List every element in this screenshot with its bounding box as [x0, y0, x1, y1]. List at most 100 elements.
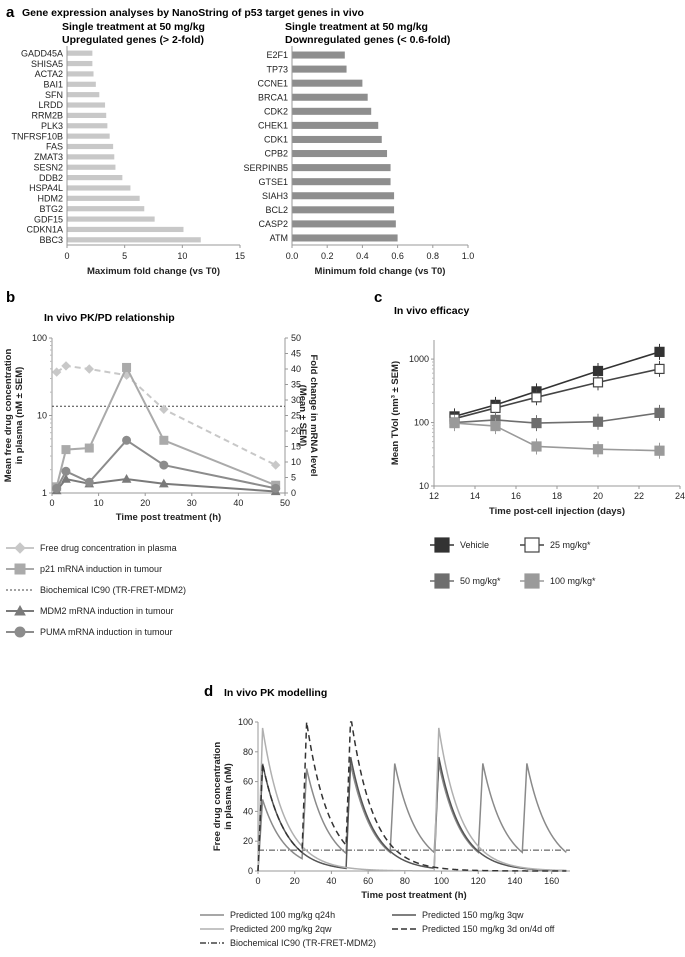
d-legend-label: Biochemical IC90 (TR-FRET-MDM2)	[230, 938, 376, 948]
b-series-2-point	[158, 478, 169, 488]
b-x-tick-label: 40	[233, 498, 243, 508]
b-x-tick-label: 20	[140, 498, 150, 508]
d-x-tick-label: 20	[290, 876, 300, 886]
d-y-tick-label: 20	[243, 836, 253, 846]
a-up-x-tick-label: 10	[177, 251, 187, 261]
b-y-tick-label: 1	[42, 488, 47, 498]
c-y-tick-label: 1000	[409, 354, 429, 364]
d-x-tick-label: 60	[363, 876, 373, 886]
chart-c: 12 14 16 18 20 22 24 10 100 1000 Time post-cell in…	[390, 340, 685, 589]
d-y-tick-label: 60	[243, 777, 253, 787]
a-up-bar-plk3	[67, 123, 108, 129]
c-legend-swatch	[524, 573, 540, 589]
a-down-category-label: CHEK1	[258, 121, 288, 131]
chart-b: 0 10 20 30 40 50 1 10 100 0 5 10 15 20 25 30 35 40 45 50 Tim…	[3, 333, 319, 638]
b-series-0-point	[61, 361, 71, 371]
a-down-bar-atm	[292, 234, 398, 242]
b-series-0-point	[270, 460, 281, 470]
b-legend-label: MDM2 mRNA induction in tumour	[40, 606, 174, 616]
c-y-axis-title: Mean TVol (nm³ ± SEM)	[390, 361, 401, 465]
b-series-0-point	[51, 367, 62, 377]
a-up-bar-shisa5	[67, 60, 93, 67]
b-y2-axis-title-line: Fold change in mRNA level	[308, 354, 319, 476]
c-series-3-point	[449, 418, 460, 429]
b-legend-label: p21 mRNA induction in tumour	[40, 564, 162, 574]
c-legend-swatch	[524, 537, 540, 553]
b-series-1-point	[122, 362, 132, 372]
d-y-tick-label: 100	[238, 717, 253, 727]
a-down-bar-gtse1	[292, 178, 391, 186]
b-y-axis-title: Mean free drug concentrationin plasma (n…	[3, 349, 25, 483]
a-down-bar-siah3	[292, 192, 395, 200]
b-y-tick-label: 100	[32, 333, 47, 343]
a-down-bar-brca1	[292, 93, 368, 101]
b-legend-marker	[14, 626, 26, 638]
a-down-bar-bcl2	[292, 206, 395, 214]
panel-d-label: d	[204, 683, 213, 700]
b-y2-axis-title: Fold change in mRNA level(Mean ± SEM)	[297, 354, 319, 476]
d-x-tick-label: 40	[326, 876, 336, 886]
c-series-2-point	[592, 416, 604, 427]
a-down-bar-cdk1	[292, 135, 382, 143]
d-x-tick-label: 80	[400, 876, 410, 886]
d-x-axis-title: Time post treatment (h)	[361, 890, 466, 901]
a-up-category-label: LRDD	[38, 100, 63, 110]
d-series-line-3	[257, 721, 567, 872]
b-series-3-point	[61, 466, 71, 476]
a-down-category-label: CDK2	[264, 107, 288, 117]
c-y-tick-label: 10	[419, 481, 429, 491]
chart-c-title: In vivo efficacy	[394, 305, 469, 317]
c-legend-label: 50 mg/kg*	[460, 576, 501, 586]
chart-a-up-title: Single treatment at 50 mg/kg	[62, 21, 205, 33]
a-up-bar-lrdd	[67, 102, 106, 108]
c-series-0-point	[592, 365, 604, 377]
a-down-bar-e2f1	[292, 51, 345, 59]
d-y-tick-label: 0	[248, 866, 253, 876]
a-down-category-label: CASP2	[258, 219, 288, 229]
chart-d: 0 20 40 60 80 100 120 140 160 0 20 40 60 80 100 Time po…	[200, 717, 570, 948]
a-down-category-label: CPB2	[264, 149, 288, 159]
b-y2-tick-label: 40	[291, 364, 301, 374]
chart-a-down-title: Single treatment at 50 mg/kg	[285, 21, 428, 33]
panel-b-label: b	[6, 289, 15, 306]
a-up-category-label: SESN2	[33, 162, 63, 172]
b-x-tick-label: 50	[280, 498, 290, 508]
d-x-tick-label: 100	[434, 876, 449, 886]
b-x-tick-label: 30	[187, 498, 197, 508]
a-up-bar-hdm2	[67, 195, 140, 201]
a-up-category-label: SHISA5	[31, 59, 63, 69]
d-x-tick-label: 140	[507, 876, 522, 886]
b-y-axis-title-line: in plasma (nM ± SEM)	[14, 367, 25, 465]
c-legend-label: 100 mg/kg*	[550, 576, 596, 586]
c-legend-swatch	[434, 573, 450, 589]
b-x-axis-title: Time post treatment (h)	[116, 512, 221, 523]
c-series-line-0	[454, 351, 660, 418]
b-x-tick-label: 10	[94, 498, 104, 508]
c-series-line-1	[454, 368, 660, 420]
b-series-0-point	[159, 404, 169, 415]
b-series-line-1	[55, 365, 277, 488]
chart-a-up-subtitle: Upregulated genes (> 2-fold)	[62, 34, 204, 46]
a-up-category-label: BBC3	[39, 235, 63, 245]
a-up-x-tick-label: 15	[235, 251, 245, 261]
b-series-1-point	[159, 435, 169, 445]
a-up-category-label: BAI1	[43, 79, 63, 89]
a-up-category-label: GADD45A	[21, 48, 63, 58]
c-x-tick-label: 16	[511, 491, 521, 501]
a-up-category-label: DDB2	[39, 173, 63, 183]
a-down-x-tick-label: 0.8	[427, 251, 440, 261]
a-down-bar-ccne1	[292, 79, 363, 87]
a-down-bar-serpinb5	[292, 164, 391, 172]
c-legend-label: 25 mg/kg*	[550, 540, 591, 550]
c-x-tick-label: 18	[552, 491, 562, 501]
b-y2-tick-label: 35	[291, 380, 301, 390]
c-series-1-point	[531, 392, 542, 403]
a-down-category-label: BCL2	[265, 205, 288, 215]
b-series-0-point	[84, 364, 94, 374]
c-x-tick-label: 22	[634, 491, 644, 501]
c-series-line-3	[454, 422, 660, 452]
a-up-category-label: BTG2	[39, 204, 63, 214]
b-y2-tick-label: 0	[291, 488, 296, 498]
d-series-line-1	[257, 756, 567, 872]
